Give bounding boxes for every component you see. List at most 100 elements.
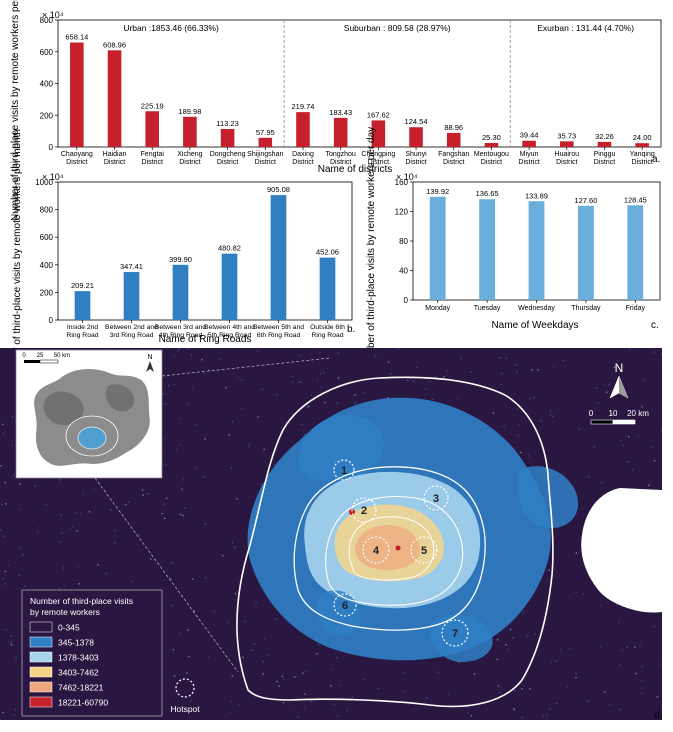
map-speckle [142,494,144,496]
inset-scale-tick-1: 25 [37,353,44,359]
x-tick-label: Between 4th and [204,324,255,331]
inset-connector-top [161,357,331,377]
x-tick-label: Dongcheng [210,151,246,158]
x-tick-label: District [142,159,163,166]
map-speckle [208,656,210,658]
map-speckle [511,637,514,639]
bar-value-label: 219.74 [291,102,314,111]
map-speckle [204,523,207,526]
legend-label: 18221-60790 [58,698,108,708]
map-speckle [319,351,321,353]
map-speckle [263,448,265,451]
y-tick-label: 120 [395,208,409,217]
map-speckle [520,451,522,454]
map-speckle [648,484,650,487]
bar-value-label: 183.43 [329,108,352,117]
map-speckle [231,541,234,544]
hotspot-circle [333,459,355,481]
legend-label: 0-345 [58,623,80,633]
x-tick-label: Fengtai [141,151,165,158]
map-speckle [244,620,246,623]
map-speckle [653,625,656,627]
y-tick-label: 40 [399,267,408,276]
map-speckle [582,593,584,595]
map-speckle [626,646,628,648]
map-speckle [12,415,14,418]
inset-ring-inner [77,426,107,450]
map-speckle [105,572,107,575]
map-speckle [526,635,529,637]
map-speckle [234,546,236,549]
map-speckle [131,580,133,583]
bar-value-label: 189.98 [178,107,201,116]
map-speckle [575,673,577,675]
map-speckle [351,695,353,698]
map-speckle [661,353,662,355]
map-speckle [499,691,501,694]
bar [333,117,348,147]
map-speckle [168,384,170,387]
scale-tick-2: 20 km [627,409,649,418]
hotspot-key-icon [175,678,195,698]
panel-c-x-axis-title: Name of Weekdays [491,320,578,331]
map-speckle [97,564,99,566]
bar [528,201,545,300]
map-speckle [14,708,17,711]
x-tick-label: 3rd Ring Road [110,332,154,339]
map-speckle [147,493,150,495]
x-tick-label: 5th Ring Road [208,332,252,339]
x-tick-label: District [631,159,652,166]
map-speckle [298,354,301,357]
map-speckle [191,388,194,390]
x-tick-label: Thursday [571,305,601,312]
x-tick-label: District [368,159,389,166]
map-speckle [276,393,278,396]
legend-title-line2: by remote workers [30,607,100,617]
map-speckle [353,401,356,404]
map-speckle [616,360,619,362]
x-tick-label: District [481,159,502,166]
density-345-1378-east [517,466,579,529]
map-speckle [165,403,167,405]
bar-value-label: 124.54 [405,117,428,126]
map-speckle [460,355,463,358]
map-speckle [548,569,550,571]
hotspot-number: 1 [341,465,347,477]
map-speckle [18,574,20,576]
bar [319,257,336,320]
bar [522,140,536,147]
x-tick-label: 6th Ring Road [257,332,301,339]
map-speckle [188,655,190,658]
y-tick-label: 800 [40,16,54,25]
hotspot-number: 2 [361,505,367,517]
map-speckle [303,433,306,435]
bar-value-label: 167.62 [367,110,390,119]
map-speckle [658,359,660,361]
map-speckle [402,690,405,692]
map-speckle [651,446,653,448]
map-speckle [7,564,10,567]
hotspot-number: 5 [421,545,427,557]
map-speckle [529,397,531,400]
map-speckle [639,645,641,647]
y-tick-label: 400 [40,80,54,89]
inset-scale-tick-0: 0 [22,353,26,359]
map-speckle [549,661,552,664]
hotspot-circle [410,536,438,564]
map-speckle [470,371,472,373]
bar [145,111,160,147]
map-speckle [304,693,306,695]
map-speckle [165,497,168,499]
map-speckle [304,670,307,672]
x-tick-label: Monday [425,305,450,312]
map-legend: Number of third-place visits by remote w… [21,589,163,717]
map-speckle [416,366,418,369]
density-southwest-cluster [316,590,361,635]
map-speckle [281,675,284,678]
map-speckle [308,405,310,408]
legend-label: 3403-7462 [58,668,99,678]
map-speckle [505,357,508,359]
map-speckle [317,643,320,646]
map-speckle [500,383,502,386]
map-speckle [167,568,169,570]
